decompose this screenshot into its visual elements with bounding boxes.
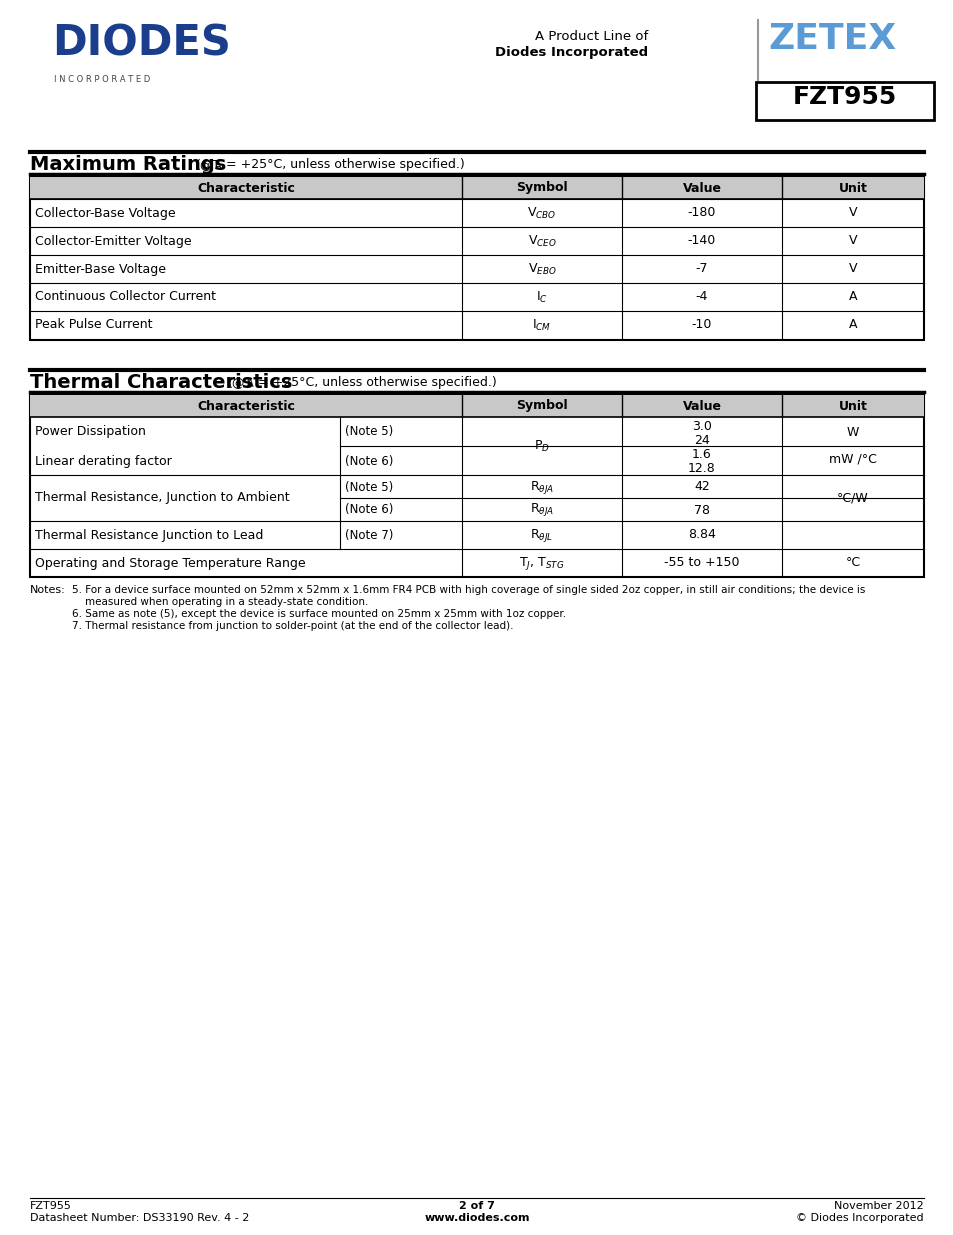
Text: Continuous Collector Current: Continuous Collector Current: [35, 290, 215, 304]
Text: Thermal Resistance Junction to Lead: Thermal Resistance Junction to Lead: [35, 529, 263, 541]
Text: Diodes Incorporated: Diodes Incorporated: [495, 46, 647, 59]
Text: Maximum Ratings: Maximum Ratings: [30, 156, 226, 174]
Text: November 2012: November 2012: [833, 1200, 923, 1212]
Text: Unit: Unit: [838, 399, 866, 412]
Text: Datasheet Number: DS33190 Rev. 4 - 2: Datasheet Number: DS33190 Rev. 4 - 2: [30, 1213, 249, 1223]
Text: -140: -140: [687, 235, 716, 247]
Text: Value: Value: [681, 399, 720, 412]
Text: (Note 5): (Note 5): [345, 425, 393, 437]
Text: R$_{\theta JA}$: R$_{\theta JA}$: [529, 478, 554, 495]
Text: V$_{EBO}$: V$_{EBO}$: [527, 262, 556, 277]
Text: (Note 5): (Note 5): [345, 480, 393, 494]
Text: Value: Value: [681, 182, 720, 194]
Text: -55 to +150: -55 to +150: [663, 557, 739, 569]
Text: DIODES: DIODES: [52, 22, 231, 64]
Text: R$_{\theta JL}$: R$_{\theta JL}$: [530, 526, 553, 543]
Text: A: A: [214, 161, 221, 170]
Text: 5. For a device surface mounted on 52mm x 52mm x 1.6mm FR4 PCB with high coverag: 5. For a device surface mounted on 52mm …: [71, 585, 864, 595]
Text: mW /°C: mW /°C: [828, 452, 876, 466]
Text: www.diodes.com: www.diodes.com: [424, 1213, 529, 1223]
Text: (Note 6): (Note 6): [345, 454, 393, 468]
Text: 3.0: 3.0: [691, 420, 711, 433]
Text: W: W: [846, 426, 859, 440]
Text: -4: -4: [695, 290, 707, 304]
Bar: [30, 177, 923, 340]
Text: -7: -7: [695, 263, 707, 275]
Text: Characteristic: Characteristic: [197, 399, 294, 412]
Text: Linear derating factor: Linear derating factor: [35, 454, 172, 468]
Text: -180: -180: [687, 206, 716, 220]
Text: I N C O R P O R A T E D: I N C O R P O R A T E D: [54, 75, 150, 84]
Bar: [30, 177, 923, 199]
Text: Symbol: Symbol: [516, 399, 567, 412]
Text: = +25°C, unless otherwise specified.): = +25°C, unless otherwise specified.): [253, 375, 497, 389]
Text: 7. Thermal resistance from junction to solder-point (at the end of the collector: 7. Thermal resistance from junction to s…: [71, 621, 513, 631]
Text: V: V: [848, 206, 857, 220]
Text: Collector-Base Voltage: Collector-Base Voltage: [35, 206, 175, 220]
Text: I$_{C}$: I$_{C}$: [536, 289, 547, 305]
Text: Power Dissipation: Power Dissipation: [35, 425, 146, 437]
Text: 78: 78: [693, 504, 709, 516]
Text: Unit: Unit: [838, 182, 866, 194]
Bar: [30, 395, 923, 417]
Text: °C: °C: [844, 557, 860, 569]
Text: FZT955: FZT955: [30, 1200, 71, 1212]
Text: Collector-Emitter Voltage: Collector-Emitter Voltage: [35, 235, 192, 247]
Text: 1.6: 1.6: [691, 447, 711, 461]
Text: A: A: [848, 319, 857, 331]
Text: A Product Line of: A Product Line of: [535, 30, 647, 43]
Text: Symbol: Symbol: [516, 182, 567, 194]
Text: measured when operating in a steady-state condition.: measured when operating in a steady-stat…: [71, 597, 368, 606]
Bar: [755, 82, 933, 120]
Text: Notes:: Notes:: [30, 585, 66, 595]
Text: Operating and Storage Temperature Range: Operating and Storage Temperature Range: [35, 557, 305, 569]
Text: FZT955: FZT955: [792, 85, 896, 109]
Text: V$_{CEO}$: V$_{CEO}$: [527, 233, 556, 248]
Text: R$_{\theta JA}$: R$_{\theta JA}$: [529, 501, 554, 519]
Text: 6. Same as note (5), except the device is surface mounted on 25mm x 25mm with 1o: 6. Same as note (5), except the device i…: [71, 609, 565, 619]
Text: A: A: [848, 290, 857, 304]
Text: V: V: [848, 235, 857, 247]
Text: I$_{CM}$: I$_{CM}$: [532, 317, 551, 332]
Text: (Note 7): (Note 7): [345, 529, 393, 541]
Text: 8.84: 8.84: [687, 529, 715, 541]
Text: Emitter-Base Voltage: Emitter-Base Voltage: [35, 263, 166, 275]
Text: T$_{J}$, T$_{STG}$: T$_{J}$, T$_{STG}$: [518, 555, 564, 572]
Bar: [30, 395, 923, 577]
Text: Peak Pulse Current: Peak Pulse Current: [35, 319, 152, 331]
Text: 12.8: 12.8: [687, 462, 715, 474]
Text: © Diodes Incorporated: © Diodes Incorporated: [796, 1213, 923, 1223]
Text: 2 of 7: 2 of 7: [458, 1200, 495, 1212]
Text: ZETEX: ZETEX: [767, 22, 895, 56]
Text: V$_{CBO}$: V$_{CBO}$: [527, 205, 556, 221]
Text: Characteristic: Characteristic: [197, 182, 294, 194]
Text: (@T: (@T: [195, 158, 221, 170]
Text: (@T: (@T: [228, 375, 253, 389]
Text: °C/W: °C/W: [836, 492, 868, 505]
Text: -10: -10: [691, 319, 712, 331]
Text: V: V: [848, 263, 857, 275]
Text: 24: 24: [694, 435, 709, 447]
Text: = +25°C, unless otherwise specified.): = +25°C, unless otherwise specified.): [222, 158, 464, 170]
Text: Thermal Resistance, Junction to Ambient: Thermal Resistance, Junction to Ambient: [35, 492, 290, 505]
Text: A: A: [247, 379, 253, 389]
Text: 42: 42: [694, 480, 709, 494]
Text: P$_{D}$: P$_{D}$: [534, 438, 550, 453]
Text: (Note 6): (Note 6): [345, 504, 393, 516]
Text: Thermal Characteristics: Thermal Characteristics: [30, 373, 292, 391]
